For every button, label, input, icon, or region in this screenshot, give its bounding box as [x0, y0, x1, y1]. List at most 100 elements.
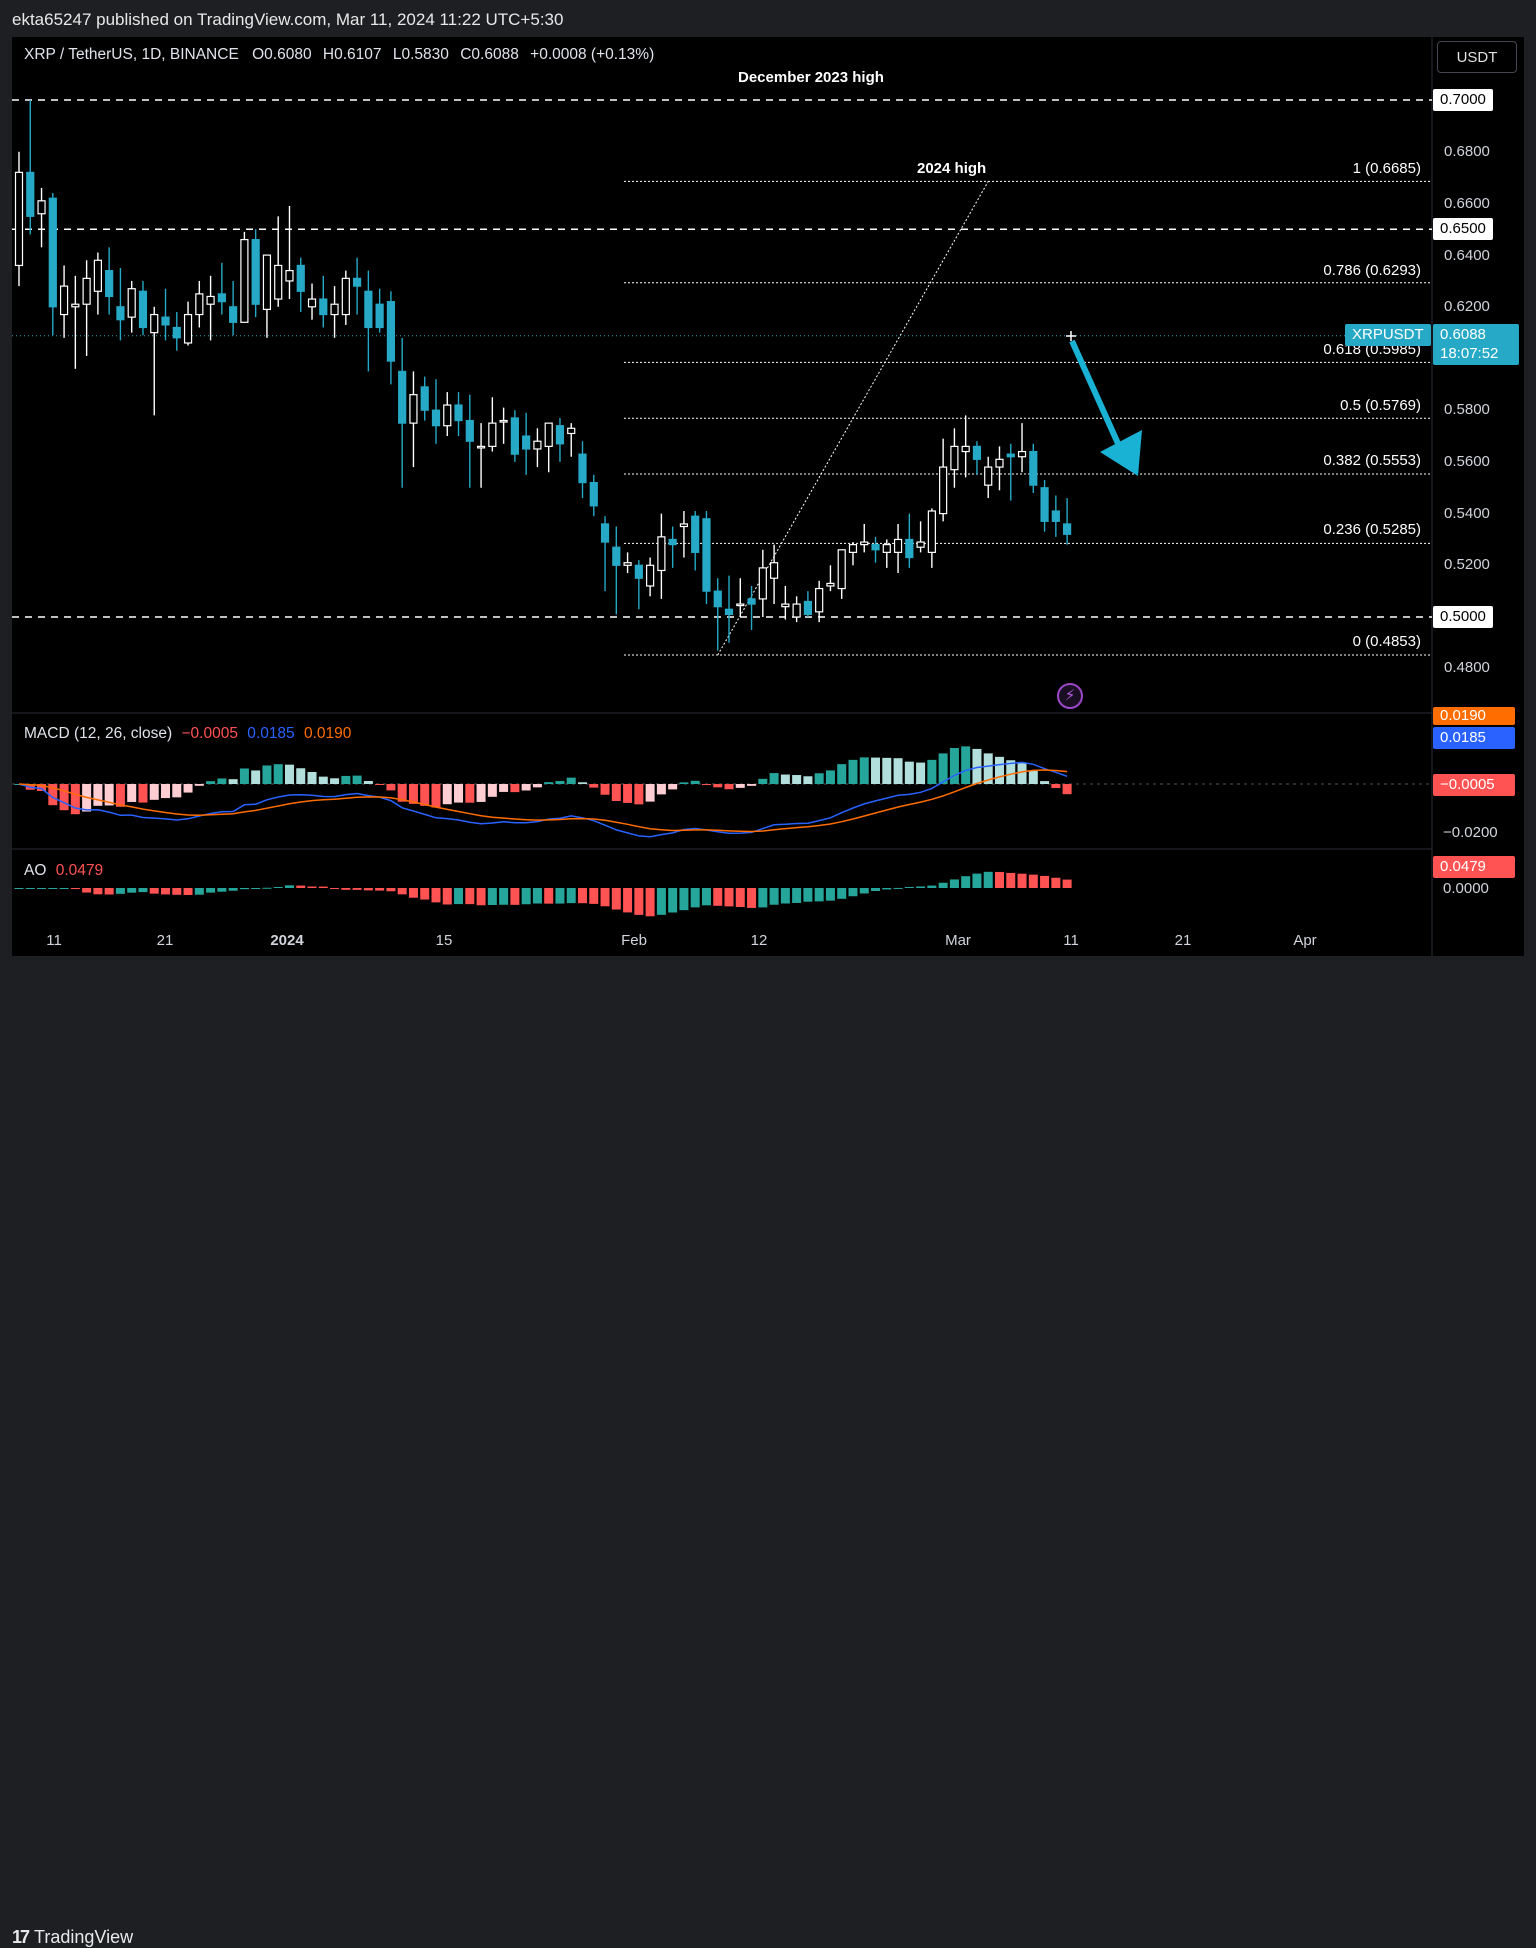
macd-histogram-bar [1040, 781, 1050, 784]
macd-histogram-bar [499, 784, 509, 792]
candle-body [274, 264, 283, 300]
annotation-dec-2023-high: December 2023 high [738, 69, 884, 86]
macd-histogram-bar [1017, 763, 1027, 784]
ao-histogram-bar [803, 888, 813, 902]
macd-histogram-bar [408, 784, 418, 804]
candle-body [634, 564, 643, 579]
ao-histogram-bar [1006, 872, 1016, 888]
macd-histogram-bar [1028, 770, 1038, 784]
ao-histogram-bar [25, 888, 35, 889]
candle-body [544, 422, 553, 447]
symbol-tag: XRPUSDT [1345, 324, 1431, 346]
fib-trend-line [717, 181, 989, 656]
macd-histogram-bar [803, 776, 813, 784]
macd-histogram-bar [476, 784, 486, 802]
candle-body [251, 238, 260, 305]
ao-histogram-bar [318, 886, 328, 888]
ao-histogram-bar [262, 887, 272, 889]
legend-high: 0.6107 [334, 46, 382, 63]
ao-histogram-bar [938, 882, 948, 888]
ao-histogram-bar [183, 888, 193, 895]
candle-body [950, 445, 959, 471]
candle-body [769, 562, 779, 579]
candle-body [454, 404, 463, 422]
candle-body [353, 277, 362, 287]
ao-histogram-bar [578, 888, 587, 904]
macd-histogram-bar [273, 764, 283, 784]
ao-histogram-bar [284, 885, 294, 888]
tradingview-logo[interactable]: 17 TradingView [12, 1927, 133, 1948]
currency-button[interactable]: USDT [1437, 41, 1517, 73]
macd-histogram-bar [837, 764, 847, 784]
macd-histogram-bar [183, 784, 193, 793]
macd-hist-value: −0.0005 [181, 725, 238, 742]
macd-histogram-bar [555, 780, 565, 784]
ao-histogram-bar [1017, 873, 1027, 888]
candle-body [679, 523, 689, 528]
chart-frame[interactable] [12, 37, 1524, 956]
lightning-icon[interactable]: ⚡ [1057, 683, 1083, 709]
annotation-2024-high: 2024 high [917, 160, 987, 177]
candle-body [116, 306, 125, 321]
macd-histogram-bar [138, 784, 148, 803]
macd-histogram-bar [454, 784, 464, 803]
ao-histogram-bar [59, 888, 69, 889]
candle-body [341, 277, 350, 316]
macd-histogram-bar [375, 784, 385, 785]
macd-histogram-bar [814, 773, 824, 784]
candle-body [93, 259, 102, 292]
time-tick: Apr [1293, 932, 1317, 949]
ao-histogram-bar [600, 888, 610, 907]
candle-body [375, 303, 384, 329]
ao-histogram-bar [532, 888, 542, 904]
ao-histogram-bar [825, 888, 835, 901]
candle-body [972, 445, 982, 460]
ao-histogram-bar [510, 888, 520, 905]
candle-body [612, 546, 621, 566]
symbol-legend: XRP / TetherUS, 1D, BINANCE O0.6080 H0.6… [24, 46, 654, 64]
macd-histogram-bar [825, 770, 835, 784]
macd-histogram-bar [397, 784, 407, 802]
candle-body [758, 567, 767, 600]
price-tag-0650: 0.6500 [1433, 218, 1493, 240]
candle-body [600, 523, 610, 543]
ao-histogram-bar [307, 886, 317, 888]
macd-histogram-bar [949, 748, 959, 784]
ao-histogram-bar [115, 888, 125, 894]
candle-body [522, 435, 531, 450]
last-price-tag: 0.6088 [1433, 324, 1519, 346]
fib-label-0: 0 (0.4853) [1352, 633, 1421, 650]
price-tick: 0.6400 [1444, 247, 1490, 264]
candle-body [781, 603, 790, 608]
macd-histogram-bar [589, 784, 599, 788]
ao-histogram-bar [961, 876, 971, 888]
candle-body [1029, 450, 1038, 486]
ao-histogram-bar [14, 888, 24, 889]
ao-histogram-bar [1051, 877, 1061, 888]
ao-histogram-bar [656, 888, 666, 915]
ao-histogram-bar [949, 879, 959, 888]
candle-body [1051, 510, 1060, 522]
chart-canvas[interactable] [12, 37, 1524, 956]
macd-histogram-bar [262, 765, 272, 784]
macd-histogram-bar [104, 784, 114, 806]
macd-histogram-bar [1062, 784, 1072, 795]
macd-histogram-bar [59, 784, 69, 811]
ao-histogram-bar [1028, 874, 1038, 888]
candle-body [319, 298, 328, 316]
macd-histogram-bar [487, 784, 497, 797]
candle-body [195, 293, 204, 316]
candle-body [893, 538, 903, 553]
macd-histogram-bar [239, 768, 249, 784]
ao-histogram-bar [454, 888, 464, 905]
candle-body [815, 587, 824, 613]
ao-histogram-bar [645, 888, 655, 917]
legend-low-label: L [392, 46, 402, 63]
candle-body [826, 582, 835, 587]
macd-histogram-bar [792, 775, 802, 784]
price-tick: 0.6800 [1444, 143, 1490, 160]
macd-histogram-bar [363, 780, 373, 784]
macd-histogram-bar [70, 784, 80, 815]
macd-hist-tag: −0.0005 [1433, 774, 1515, 796]
ao-histogram-bar [837, 888, 847, 899]
